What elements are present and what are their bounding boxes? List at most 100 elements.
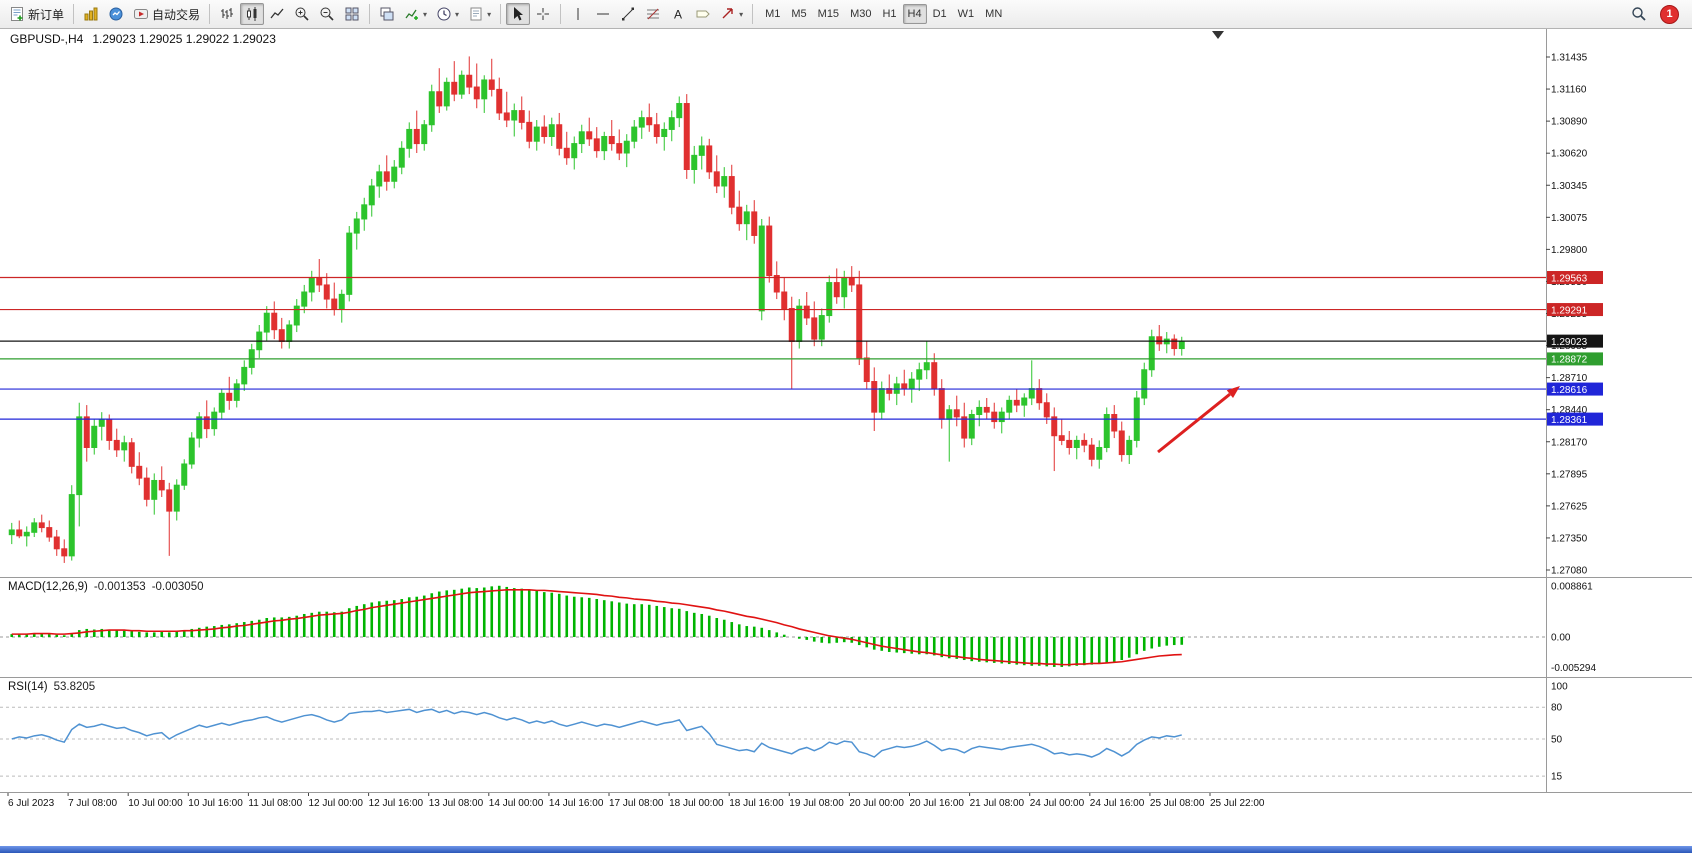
new-order-icon	[9, 6, 25, 22]
cursor-arrow-icon	[510, 6, 526, 22]
market-watch-button[interactable]	[104, 3, 128, 25]
rsi-indicator-label: RSI(14) 53.8205	[8, 681, 95, 693]
autotrading-label: 自动交易	[152, 7, 201, 22]
trendline-icon	[620, 6, 636, 22]
macd-layer: 0.008861 0.00 -0.005294	[0, 582, 1596, 674]
svg-text:20 Jul 00:00: 20 Jul 00:00	[849, 798, 904, 809]
window-bottom-edge	[0, 846, 1692, 853]
horizontal-level-lines[interactable]	[0, 276, 1546, 420]
candlestick-chart-type-button[interactable]	[240, 3, 265, 25]
candles-layer	[8, 56, 1185, 563]
indicators-button[interactable]: ▾	[400, 3, 431, 25]
timeframe-m1-button[interactable]: M1	[760, 4, 785, 24]
line-chart-type-button[interactable]	[265, 3, 289, 25]
search-icon	[1631, 6, 1647, 22]
timeframe-m15-button[interactable]: M15	[813, 4, 844, 24]
svg-text:18 Jul 16:00: 18 Jul 16:00	[729, 798, 784, 809]
svg-text:1.28361: 1.28361	[1551, 415, 1588, 426]
vertical-line-tool-button[interactable]	[566, 3, 590, 25]
cursor-button[interactable]	[506, 3, 531, 25]
horizontal-line-tool-button[interactable]	[591, 3, 615, 25]
tile-windows-button[interactable]	[340, 3, 364, 25]
svg-text:7 Jul 08:00: 7 Jul 08:00	[68, 798, 117, 809]
svg-text:1.30075: 1.30075	[1551, 213, 1588, 224]
svg-text:24 Jul 16:00: 24 Jul 16:00	[1090, 798, 1145, 809]
ohlc-values: 1.29023 1.29025 1.29022 1.29023	[92, 32, 276, 46]
svg-text:21 Jul 08:00: 21 Jul 08:00	[970, 798, 1025, 809]
candlestick-chart-type-icon	[244, 6, 260, 22]
macd-main-value: -0.001353	[93, 581, 146, 593]
crosshair-button[interactable]	[531, 3, 555, 25]
svg-text:50: 50	[1551, 735, 1563, 746]
indicators-icon	[404, 6, 420, 22]
trend-arrow[interactable]	[1157, 386, 1240, 454]
svg-text:12 Jul 00:00: 12 Jul 00:00	[309, 798, 364, 809]
macd-name: MACD(12,26,9)	[8, 581, 88, 593]
time-axis[interactable]: 6 Jul 2023 7 Jul 08:00 10 Jul 00:00 10 Jul …	[7, 793, 1265, 809]
svg-text:1.27625: 1.27625	[1551, 501, 1588, 512]
notification-badge[interactable]: 1	[1660, 4, 1679, 24]
horizontal-line-icon	[595, 6, 611, 22]
toolbar-separator	[560, 4, 562, 24]
svg-text:25 Jul 08:00: 25 Jul 08:00	[1150, 798, 1205, 809]
svg-text:1.28710: 1.28710	[1551, 373, 1588, 384]
symbol-period-label: GBPUSD-,H4	[10, 32, 84, 46]
svg-text:-0.005294: -0.005294	[1551, 663, 1596, 674]
chevron-down-icon: ▾	[423, 9, 428, 19]
zoom-out-button[interactable]	[315, 3, 339, 25]
timeframe-h4-button[interactable]: H4	[902, 4, 927, 24]
chevron-down-icon: ▾	[487, 9, 492, 19]
toolbar-separator	[752, 4, 754, 24]
autotrading-button[interactable]: 自动交易	[129, 3, 204, 25]
new-order-button[interactable]: 新订单	[5, 3, 68, 25]
toolbar-separator	[369, 4, 371, 24]
svg-text:100: 100	[1551, 682, 1568, 693]
toolbar-right: 1	[1627, 3, 1679, 25]
svg-text:24 Jul 00:00: 24 Jul 00:00	[1030, 798, 1085, 809]
rsi-name: RSI(14)	[8, 681, 48, 693]
cascade-windows-button[interactable]	[375, 3, 399, 25]
timeframe-m30-button[interactable]: M30	[845, 4, 876, 24]
periods-button[interactable]: ▾	[432, 3, 463, 25]
main-toolbar: 新订单 自动交易	[0, 0, 1692, 29]
chart-symbol-info: GBPUSD-,H4 1.29023 1.29025 1.29022 1.2902…	[10, 32, 276, 46]
timeframe-h1-button[interactable]: H1	[877, 4, 901, 24]
text-icon: A	[670, 6, 686, 22]
text-tool-button[interactable]: A	[666, 3, 690, 25]
templates-button[interactable]: ▾	[464, 3, 495, 25]
chart-shift-marker[interactable]	[1212, 31, 1224, 39]
svg-text:11 Jul 08:00: 11 Jul 08:00	[248, 798, 302, 809]
svg-text:1.31435: 1.31435	[1551, 53, 1588, 64]
svg-text:10 Jul 16:00: 10 Jul 16:00	[188, 798, 243, 809]
bar-chart-type-button[interactable]	[215, 3, 239, 25]
arrows-tool-button[interactable]: ▾	[716, 3, 747, 25]
svg-text:1.31160: 1.31160	[1551, 85, 1587, 96]
svg-text:1.28170: 1.28170	[1551, 437, 1588, 448]
svg-text:1.30620: 1.30620	[1551, 149, 1588, 160]
rsi-layer: 100 80 50 15	[0, 682, 1568, 783]
svg-text:25 Jul 22:00: 25 Jul 22:00	[1210, 798, 1265, 809]
timeframe-w1-button[interactable]: W1	[953, 4, 980, 24]
crosshair-icon	[535, 6, 551, 22]
svg-text:0.00: 0.00	[1551, 633, 1571, 644]
svg-text:0.008861: 0.008861	[1551, 582, 1593, 593]
rsi-value: 53.8205	[53, 681, 96, 693]
svg-text:6 Jul 2023: 6 Jul 2023	[8, 798, 55, 809]
timeframe-mn-button[interactable]: MN	[980, 4, 1007, 24]
fibonacci-tool-button[interactable]	[641, 3, 665, 25]
search-button[interactable]	[1627, 3, 1651, 25]
svg-text:1.30345: 1.30345	[1551, 181, 1588, 192]
price-tags: 1.29563 1.29291 1.29023 1.28872 1.28616 1.283…	[1547, 271, 1603, 426]
svg-text:1.29800: 1.29800	[1551, 245, 1588, 256]
trendline-tool-button[interactable]	[616, 3, 640, 25]
chevron-down-icon: ▾	[739, 9, 744, 19]
chevron-down-icon: ▾	[455, 9, 460, 19]
charts-button[interactable]	[79, 3, 103, 25]
zoom-in-button[interactable]	[290, 3, 314, 25]
timeframe-m5-button[interactable]: M5	[786, 4, 811, 24]
label-tool-button[interactable]	[691, 3, 715, 25]
svg-text:15: 15	[1551, 772, 1563, 783]
zoom-out-icon	[319, 6, 335, 22]
timeframe-d1-button[interactable]: D1	[928, 4, 952, 24]
